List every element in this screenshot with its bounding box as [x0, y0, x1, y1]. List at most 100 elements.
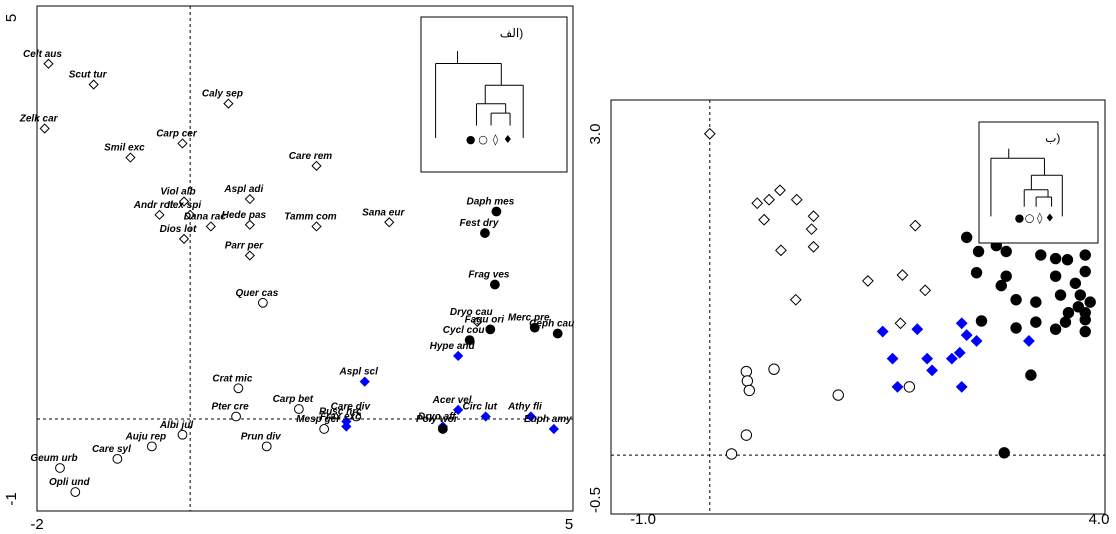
filled-circle-point — [998, 447, 1010, 459]
point-label: Carp cer — [156, 128, 198, 139]
point-label: Fest dry — [459, 218, 498, 229]
open-circle-point — [743, 384, 756, 397]
point-label: Albi jul — [159, 420, 194, 431]
open-diamond-point — [919, 284, 932, 297]
point-label: Care syl — [92, 444, 131, 455]
panel-left-x-tick-label: -2 — [30, 516, 43, 533]
open-circle-point — [832, 389, 844, 401]
panel-left-inset-frame — [420, 16, 568, 173]
open-circle-point — [146, 441, 157, 452]
filled-circle-point — [1049, 323, 1062, 335]
point-label: Viol alb — [160, 187, 195, 198]
open-diamond-point — [909, 219, 922, 232]
open-circle-point — [740, 429, 753, 441]
point-label: Celt aus — [23, 49, 62, 60]
blue-diamond-point — [955, 380, 968, 393]
open-diamond-point — [178, 196, 190, 207]
open-diamond-point — [775, 244, 787, 257]
point-label: Rusc hrc — [319, 406, 362, 417]
open-diamond-point — [790, 193, 803, 206]
point-label: Quer cas — [235, 288, 278, 299]
open-circle-point — [768, 363, 780, 375]
open-diamond-point — [244, 193, 255, 205]
open-diamond-point — [789, 293, 802, 306]
point-label: Dios lot — [160, 224, 197, 235]
open-diamond-point — [472, 316, 483, 327]
point-label: Ilex spi — [167, 200, 201, 211]
blue-diamond-point — [911, 323, 924, 336]
open-diamond-point — [896, 269, 909, 281]
filled-circle-point — [1010, 294, 1022, 306]
panel-right-inset-frame — [978, 121, 1099, 244]
panel-left-inset-title: الف) — [500, 26, 523, 40]
point-label: Prun div — [241, 431, 282, 442]
blue-diamond-point — [886, 352, 899, 365]
open-diamond-point — [178, 233, 190, 244]
filled-circle-point — [1025, 369, 1037, 381]
point-label: Merc pre — [508, 313, 550, 324]
point-label: Fagu ori — [465, 314, 505, 325]
blue-diamond-point — [341, 421, 352, 432]
point-label: Acer vel — [432, 395, 472, 406]
point-label: Frax exc — [320, 411, 361, 422]
legend-symbol: ○ — [478, 133, 488, 146]
open-diamond-point — [894, 317, 907, 330]
filled-circle-point — [491, 206, 502, 217]
panel-right-y-tick-label: -0.5 — [587, 487, 604, 513]
open-circle-point — [351, 411, 362, 422]
panel-right: -1.0 4.0 -0.5 3.0 ب) ● ○ ◊ ♦ — [587, 99, 1110, 528]
point-label: Zelk car — [19, 114, 59, 125]
filled-circle-point — [960, 231, 973, 244]
open-circle-point — [70, 487, 81, 497]
panel-right-x-tick-label: -1.0 — [630, 511, 656, 528]
open-diamond-point — [88, 79, 99, 90]
open-circle-point — [740, 365, 753, 378]
open-diamond-point — [758, 213, 771, 226]
panel-right-plot-frame — [610, 99, 1106, 515]
filled-circle-point — [975, 315, 988, 327]
filled-circle-point — [1035, 249, 1047, 261]
blue-diamond-point — [359, 376, 370, 387]
point-label: Scut tur — [69, 70, 108, 81]
point-label: Ceph cau — [529, 319, 574, 330]
open-diamond-point — [805, 223, 818, 236]
point-label: Geum urb — [30, 453, 77, 464]
open-diamond-point — [311, 160, 322, 171]
point-label: Pter cre — [211, 402, 249, 413]
panel-left-plot-frame — [36, 5, 574, 512]
point-label: Hede pas — [222, 210, 267, 221]
point-label: Dryo cau — [450, 307, 493, 318]
point-label: Frag ves — [468, 270, 510, 281]
filled-circle-point — [1079, 265, 1091, 278]
filled-circle-point — [972, 245, 985, 258]
point-label: Daph mes — [467, 197, 515, 208]
filled-circle-point — [1074, 289, 1087, 301]
filled-circle-point — [480, 228, 490, 238]
open-circle-point — [257, 297, 268, 308]
panel-left-y-tick-label: 5 — [3, 14, 20, 22]
point-label: Carp bet — [273, 394, 314, 405]
point-label: Poly wor — [416, 414, 459, 425]
filled-circle-point — [1079, 325, 1091, 338]
point-label: Athy fli — [507, 402, 542, 413]
filled-circle-point — [1069, 277, 1082, 289]
panel-right-inset-title: ب) — [1045, 131, 1060, 145]
open-diamond-point — [177, 138, 188, 149]
point-label: Andr rot — [133, 200, 174, 211]
filled-circle-point — [1061, 254, 1074, 266]
panel-right-x-tick-label: 4.0 — [1089, 511, 1110, 528]
filled-circle-point — [437, 424, 448, 434]
legend-symbol: ● — [466, 133, 476, 146]
open-circle-point — [112, 453, 123, 464]
open-diamond-point — [39, 123, 50, 134]
blue-diamond-point — [955, 317, 968, 330]
filled-circle-point — [1079, 314, 1091, 326]
blue-diamond-point — [453, 350, 464, 362]
point-label: Aspl adi — [223, 184, 263, 195]
open-circle-point — [741, 375, 754, 387]
open-circle-point — [233, 383, 244, 394]
blue-diamond-point — [876, 325, 889, 338]
legend-symbol: ♦ — [1045, 211, 1055, 224]
blue-diamond-point — [970, 335, 983, 347]
